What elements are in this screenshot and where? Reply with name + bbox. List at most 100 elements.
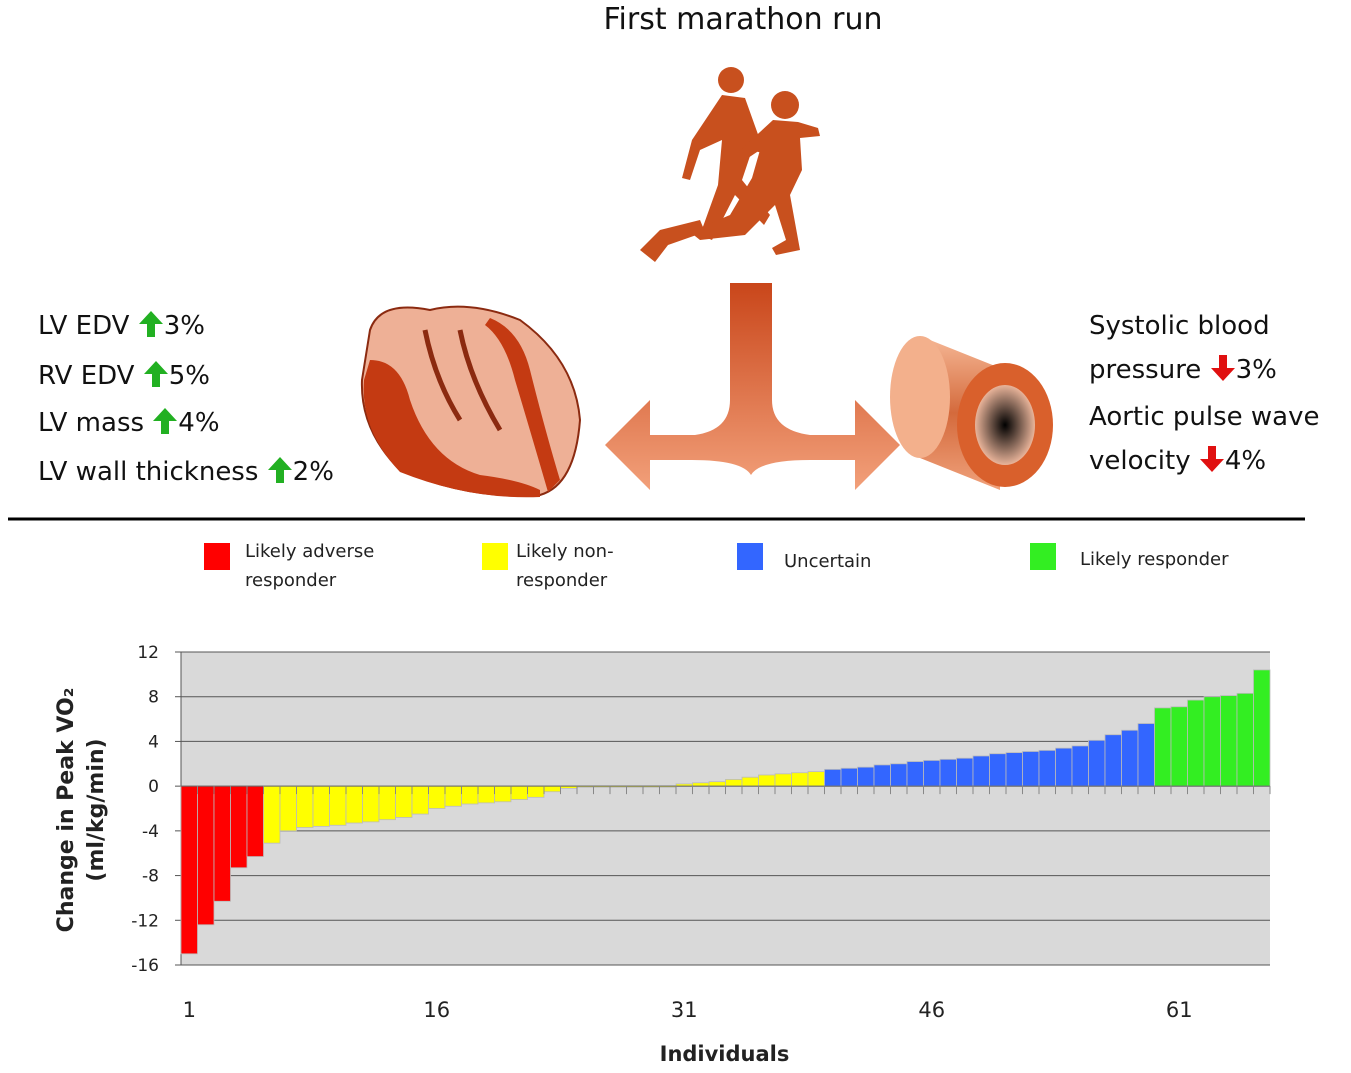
bar <box>1088 739 1106 787</box>
change-label: LV mass <box>38 408 145 438</box>
bar <box>246 785 264 857</box>
bar <box>840 767 858 787</box>
bar <box>1220 695 1238 787</box>
bar <box>329 785 347 826</box>
bar <box>1187 699 1205 787</box>
bar <box>989 753 1007 787</box>
title: First marathon run <box>603 2 883 37</box>
y-tick-label: 0 <box>148 777 159 797</box>
y-tick-label: -8 <box>142 867 159 887</box>
x-axis-title: Individuals <box>660 1042 790 1066</box>
bar <box>444 785 462 807</box>
up-arrow-icon <box>267 457 292 483</box>
change-value: 4% <box>178 408 220 438</box>
arrow-shape <box>1199 446 1224 472</box>
bar <box>1022 751 1040 787</box>
bar <box>279 785 297 832</box>
heart-change: LV mass 4% <box>38 406 220 440</box>
change-value: 3% <box>163 311 205 341</box>
y-tick-label: 12 <box>137 643 159 663</box>
bar <box>708 781 726 787</box>
bar <box>1154 707 1172 787</box>
bar <box>510 785 528 800</box>
change-value: 4% <box>1224 446 1267 476</box>
legend-label: Likely responder <box>1080 549 1229 570</box>
bar <box>312 785 330 827</box>
bar <box>923 760 941 787</box>
bar <box>180 785 198 955</box>
bar <box>1121 729 1139 787</box>
change-value: 2% <box>292 457 334 487</box>
bar <box>758 774 776 787</box>
x-tick-label: 61 <box>1166 998 1193 1022</box>
change-value: 5% <box>168 361 210 391</box>
bar <box>378 785 396 821</box>
bar <box>741 776 759 787</box>
bar <box>263 785 281 844</box>
bar <box>1203 696 1221 787</box>
bar <box>477 785 495 804</box>
bar <box>791 772 809 787</box>
bar <box>1170 706 1188 787</box>
up-arrow-icon <box>138 311 163 337</box>
change-label: LV wall thickness <box>38 457 259 487</box>
bar <box>890 763 908 787</box>
x-tick-label: 16 <box>423 998 450 1022</box>
change-value: 3% <box>1235 355 1277 385</box>
bar <box>1038 749 1056 787</box>
heart-change: RV EDV 5% <box>38 359 210 393</box>
arrow-shape <box>267 457 292 483</box>
y-tick-label: 8 <box>148 688 159 708</box>
bar <box>1104 734 1122 787</box>
bar <box>774 773 792 787</box>
up-arrow-icon <box>153 408 178 434</box>
arrow-shape <box>143 361 168 387</box>
legend-label: Likely adverse responder <box>245 541 375 591</box>
bar <box>527 785 545 798</box>
legend-swatch <box>204 543 230 570</box>
arrow-shape <box>153 408 178 434</box>
bar <box>1071 745 1089 787</box>
y-axis-title: Change in Peak VO₂ <box>54 688 79 933</box>
bar <box>692 782 710 787</box>
bar <box>956 757 974 787</box>
bar <box>857 766 875 787</box>
arrow-shape <box>1210 355 1235 381</box>
legend-label: Likely non-responder <box>516 541 614 591</box>
bar <box>1055 747 1073 787</box>
change-label: LV EDV <box>38 311 130 341</box>
up-arrow-icon <box>143 361 168 387</box>
bar <box>213 785 231 902</box>
bar <box>939 758 957 787</box>
bar <box>362 785 380 823</box>
arrow-shape <box>138 311 163 337</box>
bar <box>494 785 512 803</box>
heart-change: LV wall thickness 2% <box>38 455 334 489</box>
vascular-change: Systolic blood pressure 3% <box>1089 304 1351 392</box>
x-tick-label: 31 <box>671 998 698 1022</box>
down-arrow-icon <box>1210 355 1235 381</box>
bar <box>1236 692 1254 787</box>
y-tick-label: -12 <box>131 911 159 931</box>
bar <box>296 785 314 828</box>
branch-arrow-icon <box>605 283 900 490</box>
y-tick-label: 4 <box>148 732 159 752</box>
change-label: RV EDV <box>38 361 135 391</box>
bar <box>725 779 743 787</box>
bar <box>543 785 561 793</box>
heart-icon <box>360 305 582 498</box>
legend-swatch <box>737 543 763 570</box>
bar <box>906 761 924 787</box>
runners-icon <box>640 67 820 262</box>
vascular-change: Aortic pulse wave velocity 4% <box>1089 395 1351 483</box>
legend-swatch <box>482 543 508 570</box>
x-tick-label: 1 <box>183 998 196 1022</box>
bar <box>807 771 825 787</box>
bar <box>972 755 990 787</box>
y-tick-label: -16 <box>131 956 159 976</box>
x-tick-label: 46 <box>918 998 945 1022</box>
change-label: Aortic pulse wave velocity <box>1089 402 1320 476</box>
legend-swatch <box>1030 543 1056 570</box>
legend-label: Uncertain <box>784 551 872 572</box>
